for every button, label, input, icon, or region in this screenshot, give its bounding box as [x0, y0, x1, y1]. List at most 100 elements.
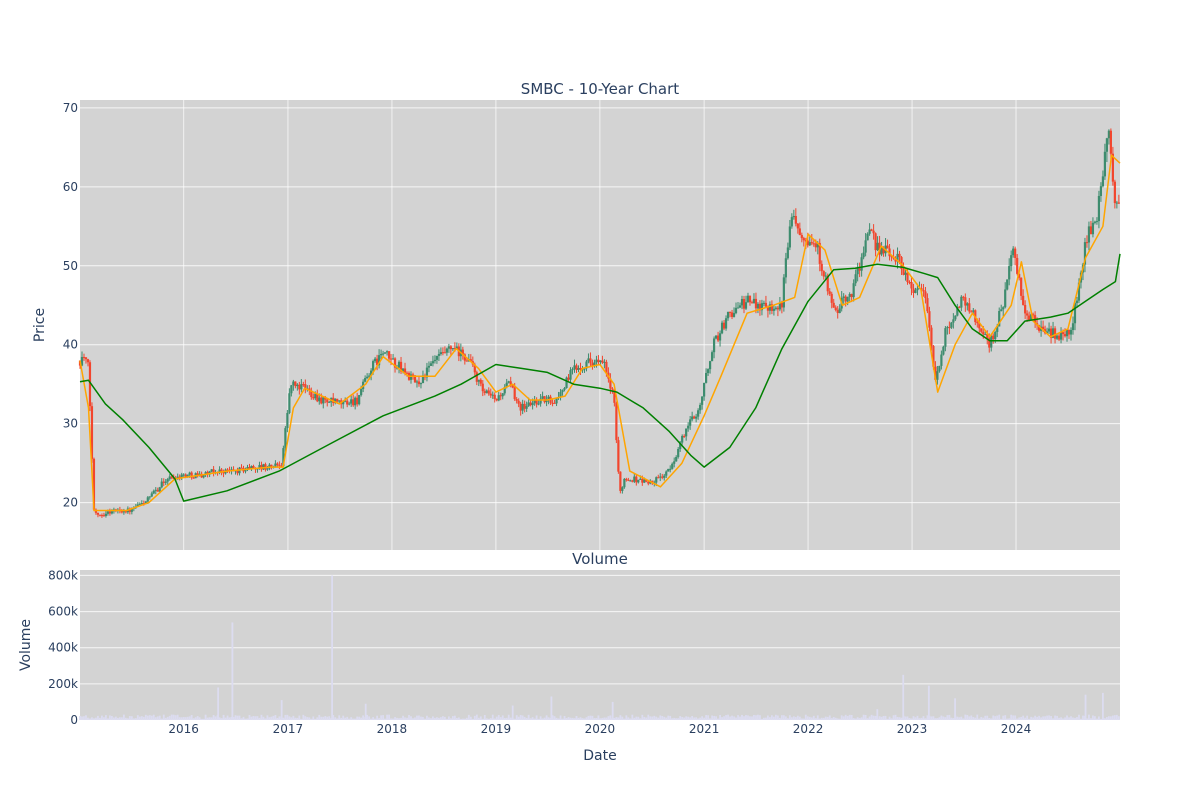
- candle-down: [304, 384, 307, 390]
- candle-down: [493, 394, 496, 399]
- candle-up: [284, 428, 287, 449]
- volume-bar: [134, 718, 137, 720]
- candle-up: [507, 381, 510, 383]
- candle-up: [1097, 195, 1101, 222]
- candle-down: [647, 481, 650, 484]
- candle-up: [409, 374, 413, 380]
- volume-bar: [814, 718, 817, 720]
- volume-bar: [551, 715, 554, 720]
- candle-up: [385, 351, 389, 353]
- volume-bar: [894, 714, 897, 720]
- volume-bar: [140, 716, 143, 720]
- volume-bar: [533, 718, 536, 720]
- volume-bar: [1010, 714, 1013, 720]
- candle-down: [489, 393, 492, 396]
- volume-bar: [597, 715, 600, 720]
- candle-up: [541, 396, 544, 399]
- volume-bar: [1072, 717, 1074, 720]
- candle-up: [621, 487, 624, 491]
- volume-bar: [204, 714, 207, 720]
- volume-bar: [733, 716, 735, 720]
- candle-down: [240, 467, 243, 469]
- volume-bar: [757, 714, 759, 720]
- candle-down: [463, 354, 466, 361]
- candle-up: [691, 416, 694, 420]
- volume-bar: [968, 716, 971, 720]
- candle-up: [374, 358, 377, 362]
- volume-bar: [591, 715, 594, 720]
- candle-up: [880, 248, 883, 255]
- volume-bar: [653, 715, 656, 720]
- volume-bar: [719, 714, 721, 720]
- candle-up: [419, 383, 423, 385]
- candle-up: [671, 463, 674, 469]
- volume-bar: [715, 716, 717, 720]
- candle-up: [603, 361, 606, 363]
- candle-up: [623, 478, 626, 488]
- volume-tick-label: 800k: [48, 568, 78, 582]
- volume-bar: [826, 716, 829, 720]
- volume-bar: [647, 714, 650, 720]
- volume-bar: [457, 717, 460, 720]
- volume-bar: [569, 717, 572, 720]
- volume-bar: [958, 717, 961, 720]
- candle-up: [144, 501, 147, 504]
- volume-bar: [1032, 717, 1035, 720]
- volume-bar: [288, 716, 291, 720]
- volume-bar: [858, 718, 861, 720]
- candle-up: [707, 369, 710, 373]
- volume-bar: [886, 718, 889, 720]
- candle-down: [992, 335, 995, 340]
- candle-down: [1022, 295, 1025, 305]
- volume-bar: [559, 715, 562, 720]
- volume-bar: [1044, 716, 1046, 720]
- candle-down: [968, 303, 971, 312]
- candle-down: [1057, 335, 1061, 340]
- volume-bar: [118, 717, 121, 720]
- volume-tick-label: 600k: [48, 605, 78, 619]
- volume-bar: [489, 718, 492, 720]
- volume-bar: [864, 715, 867, 720]
- volume-bar: [1076, 717, 1078, 720]
- candle-up: [218, 469, 221, 474]
- candle-up: [752, 298, 756, 304]
- volume-bar: [878, 716, 881, 720]
- volume-spike-bar: [231, 622, 234, 720]
- volume-panel[interactable]: 0 200k 400k 600k 800k 2016 2017 2018 2019 2020 202…: [48, 568, 1120, 736]
- volume-bar: [477, 717, 480, 720]
- volume-bar: [260, 714, 263, 720]
- volume-bar: [1064, 717, 1066, 720]
- volume-bar: [284, 714, 287, 720]
- candle-up: [695, 416, 698, 419]
- candle-down: [898, 253, 901, 258]
- volume-bar: [725, 715, 727, 720]
- volume-spike-bar: [902, 674, 905, 720]
- candle-down: [517, 400, 520, 404]
- volume-bar: [449, 718, 452, 720]
- volume-bar: [916, 715, 919, 720]
- candle-up: [1091, 222, 1095, 235]
- volume-bar: [509, 717, 512, 720]
- candle-up: [186, 474, 189, 478]
- candle-up: [202, 475, 205, 478]
- volume-bar: [350, 717, 353, 720]
- price-tick-label: 50: [63, 259, 78, 273]
- volume-bar: [292, 715, 295, 720]
- candle-up: [1069, 329, 1073, 335]
- volume-bar: [362, 715, 365, 720]
- volume-bar: [491, 714, 494, 720]
- volume-bar: [667, 715, 670, 720]
- volume-bar: [304, 716, 307, 720]
- candle-up: [561, 389, 564, 393]
- volume-bar: [842, 716, 845, 720]
- candle-down: [461, 349, 464, 355]
- candle-down: [836, 310, 839, 314]
- date-tick-label: 2018: [377, 722, 408, 736]
- candle-down: [716, 335, 720, 341]
- volume-bar: [256, 716, 259, 720]
- volume-bar: [976, 714, 979, 720]
- volume-bar: [162, 714, 165, 720]
- candle-up: [258, 465, 261, 469]
- volume-bar: [352, 718, 355, 720]
- price-panel[interactable]: 20 30 40 50 60 70: [63, 100, 1121, 550]
